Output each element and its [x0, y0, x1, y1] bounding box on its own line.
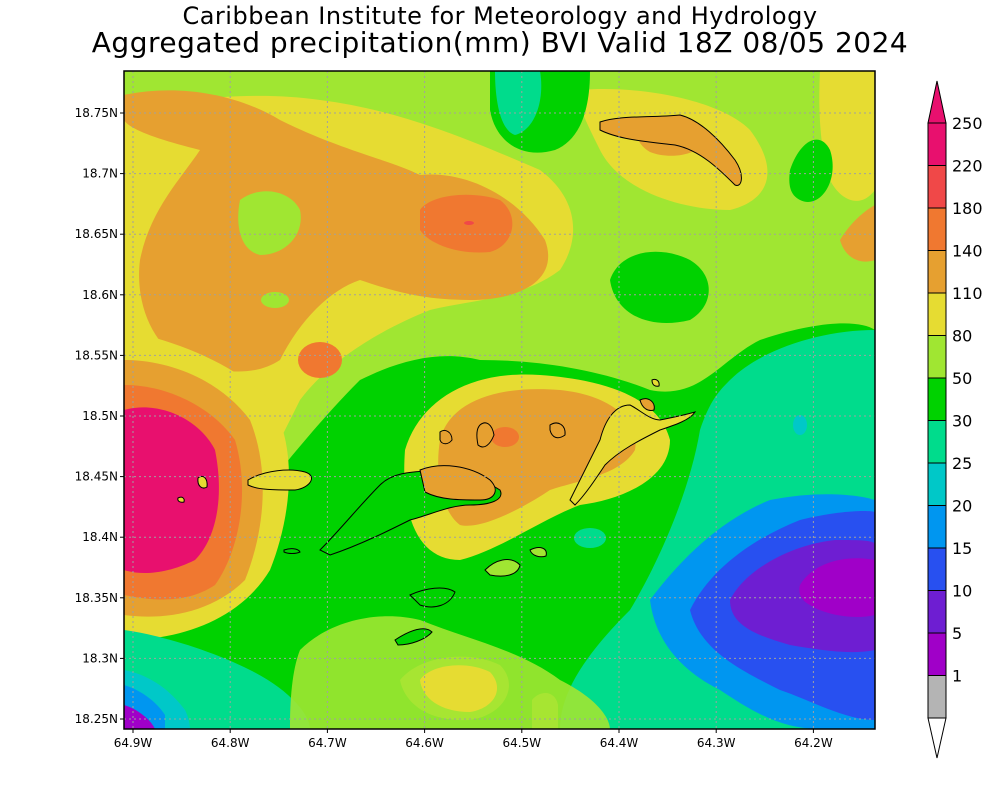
- orange-spot-center: [491, 427, 519, 447]
- latitude-tick-label: 18.25N: [75, 712, 118, 726]
- legend-swatch: [927, 377, 947, 421]
- legend-swatch: [927, 462, 947, 506]
- island-dog: [639, 398, 655, 411]
- longitude-tick-label: 64.8W: [211, 736, 250, 750]
- island-peter: [394, 628, 433, 646]
- island-anegada: [599, 114, 742, 186]
- longitude-tick-label: 64.6W: [405, 736, 444, 750]
- map-gridlines: [124, 71, 875, 729]
- legend-label: 1: [952, 667, 962, 686]
- island-beef: [439, 429, 453, 445]
- island-west-spot-1: [197, 475, 208, 489]
- latitude-tick-label: 18.3N: [82, 651, 118, 665]
- longitude-tick-label: 64.3W: [697, 736, 736, 750]
- map-frame: [123, 70, 876, 730]
- longitude-tick-label: 64.4W: [600, 736, 639, 750]
- latitude-tick-label: 18.6N: [82, 288, 118, 302]
- legend-swatch: [927, 335, 947, 379]
- legend-label: 180: [952, 199, 983, 218]
- legend-swatch: [927, 250, 947, 294]
- island-scrub: [549, 422, 566, 439]
- teal-spot-south-center: [574, 528, 606, 548]
- legend-top-arrow: [927, 80, 947, 124]
- latitude-tick-label: 18.45N: [75, 470, 118, 484]
- purple-region-southeast: [799, 558, 875, 617]
- legend-bottom-arrow: [927, 717, 947, 759]
- legend-swatch: [927, 505, 947, 549]
- legend-label: 140: [952, 242, 983, 261]
- lightgreen-pocket-northwest: [238, 191, 301, 255]
- island-ginger: [529, 547, 547, 558]
- longitude-tick-label: 64.9W: [114, 736, 153, 750]
- latitude-tick-label: 18.5N: [82, 409, 118, 423]
- legend-label: 50: [952, 369, 972, 388]
- legend-label: 5: [952, 624, 962, 643]
- precipitation-field: [124, 71, 875, 729]
- latitude-tick-label: 18.7N: [82, 167, 118, 181]
- teal-patch-north: [495, 71, 542, 135]
- legend-swatch: [927, 632, 947, 676]
- island-outlines: [177, 114, 742, 646]
- green-patch-northeast: [610, 251, 709, 324]
- island-norman: [409, 587, 456, 608]
- island-guana: [476, 422, 495, 448]
- cyan-spot-east: [793, 415, 807, 435]
- yellow-patch-east: [819, 71, 875, 201]
- legend-label: 25: [952, 454, 972, 473]
- longitude-tick-label: 64.5W: [503, 736, 542, 750]
- island-necker: [651, 378, 660, 387]
- magenta-core-west: [124, 407, 219, 573]
- longitude-labels: 64.9W 64.8W 64.7W 64.6W 64.5W 64.4W 64.3W 64.2W: [114, 729, 833, 750]
- island-tortola-east: [419, 465, 496, 501]
- longitude-tick-label: 64.2W: [794, 736, 833, 750]
- lightgreen-spot-west: [261, 292, 289, 308]
- island-west-spot-2: [177, 496, 185, 503]
- island-west-spot-3: [283, 548, 301, 554]
- legend-label: 20: [952, 497, 972, 516]
- purple-region-southwest: [124, 705, 155, 729]
- latitude-tick-label: 18.55N: [75, 348, 118, 362]
- legend-swatch: [927, 590, 947, 634]
- lightorange-patch-east: [840, 205, 875, 262]
- island-jost-van-dyke: [247, 469, 312, 491]
- legend-swatch: [927, 547, 947, 591]
- longitude-tick-label: 64.7W: [308, 736, 347, 750]
- red-spot-north: [464, 221, 474, 225]
- island-cooper: [484, 559, 521, 577]
- orange-patch-center-west: [298, 342, 342, 378]
- latitude-tick-label: 18.4N: [82, 530, 118, 544]
- legend-label: 30: [952, 412, 972, 431]
- legend-label: 250: [952, 114, 983, 133]
- latitude-tick-label: 18.35N: [75, 591, 118, 605]
- legend-label: 15: [952, 539, 972, 558]
- legend-label: 80: [952, 327, 972, 346]
- legend-label: 10: [952, 582, 972, 601]
- legend-label: 220: [952, 157, 983, 176]
- precip-legend: 250 220 180 140 110 80 50 30 25 20 15 10 5 1: [927, 80, 983, 759]
- latitude-tick-label: 18.75N: [75, 106, 118, 120]
- legend-swatch: [927, 675, 947, 719]
- legend-swatch: [927, 122, 947, 166]
- green-patch-far-east: [789, 139, 833, 202]
- map-title-line2: Aggregated precipitation(mm) BVI Valid 1…: [91, 26, 909, 59]
- legend-swatch: [927, 207, 947, 251]
- latitude-labels: 18.75N 18.7N 18.65N 18.6N 18.55N 18.5N 18.45N 1…: [75, 106, 124, 726]
- legend-swatch: [927, 292, 947, 336]
- map-title-line1: Caribbean Institute for Meteorology and …: [182, 2, 818, 30]
- yellow-patch-south-center: [420, 665, 498, 712]
- legend-swatch: [927, 165, 947, 209]
- legend-swatch: [927, 420, 947, 464]
- legend-label: 110: [952, 284, 983, 303]
- latitude-tick-label: 18.65N: [75, 227, 118, 241]
